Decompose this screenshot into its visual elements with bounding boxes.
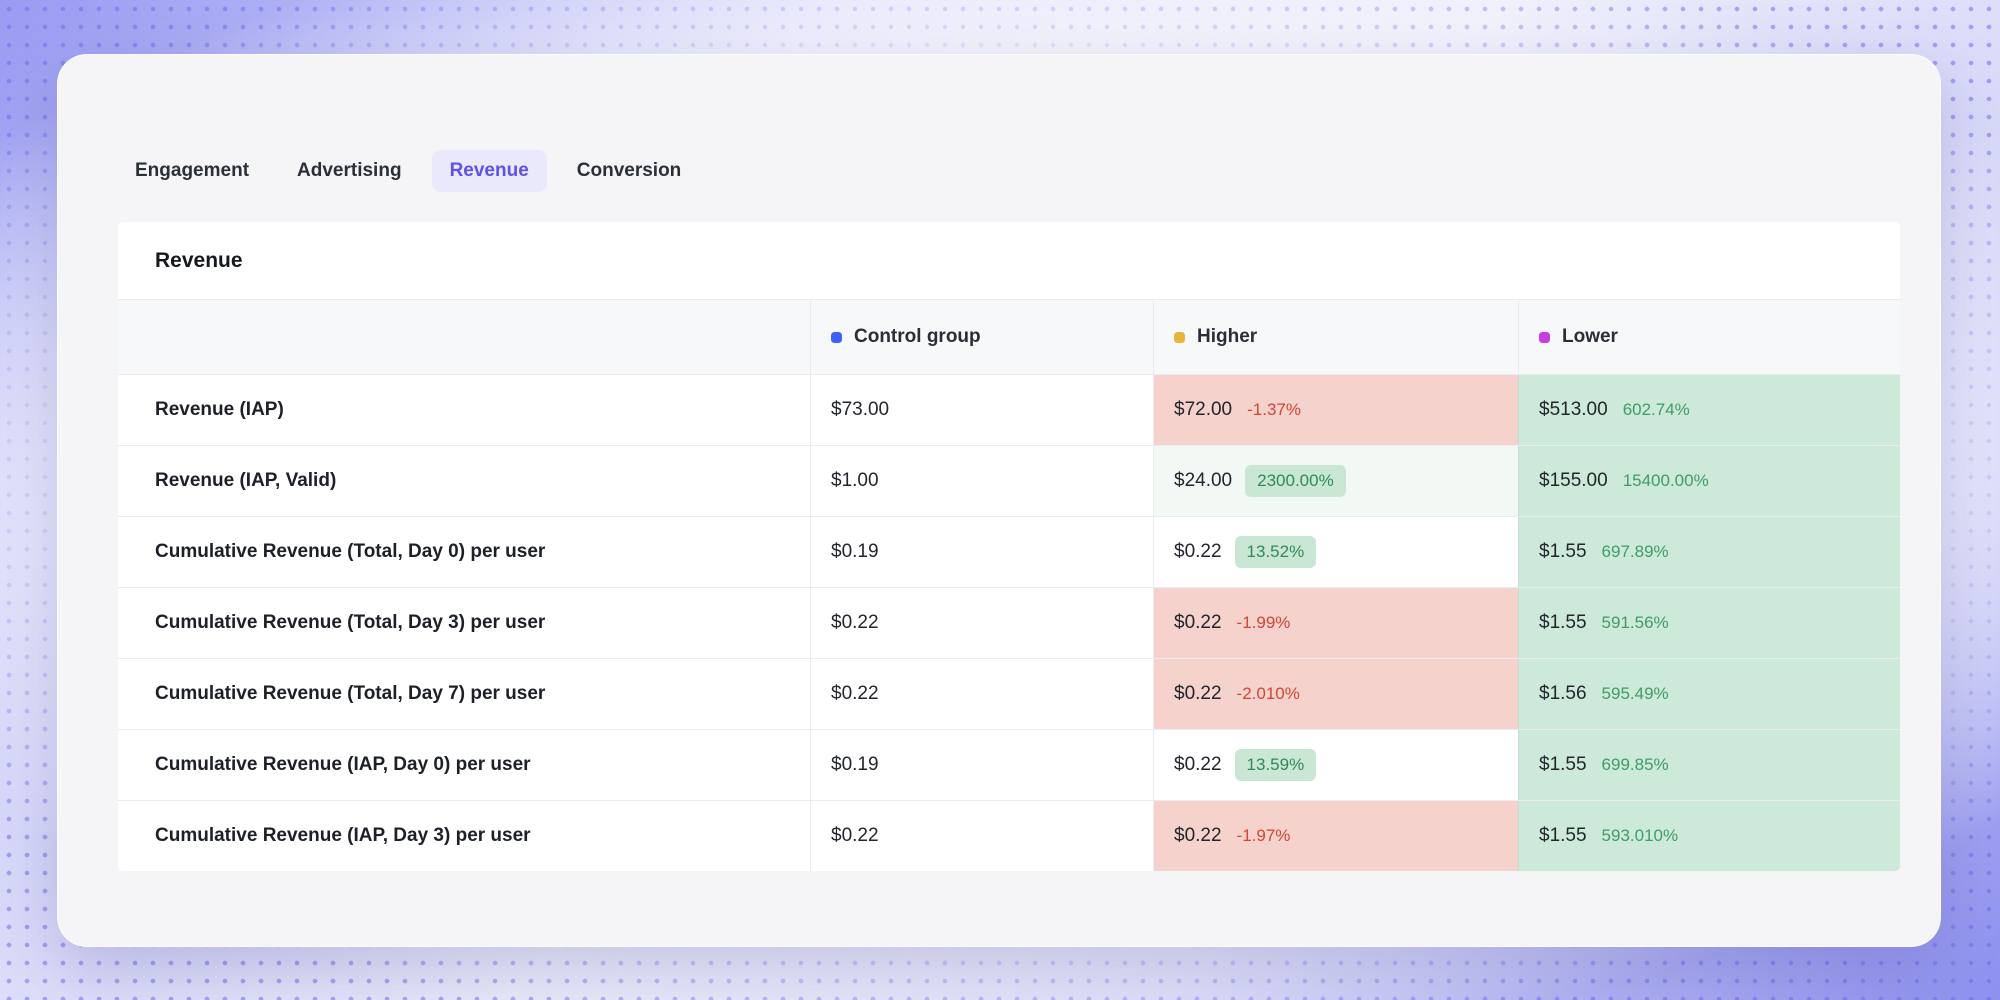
control-value-cell: $0.22 <box>810 588 1153 658</box>
lower-value: $1.55 <box>1539 541 1587 562</box>
dashboard-card: Engagement Advertising Revenue Conversio… <box>57 54 1941 947</box>
tab-advertising[interactable]: Advertising <box>297 160 402 181</box>
metric-label: Cumulative Revenue (Total, Day 3) per us… <box>155 612 546 633</box>
higher-value: $0.22 <box>1174 754 1222 775</box>
higher-value: $0.22 <box>1174 612 1222 633</box>
table-header-row: Control group Higher Lower <box>118 300 1900 374</box>
higher-value-cell: $72.00 -1.37% <box>1153 375 1518 445</box>
higher-change-badge: 13.59% <box>1234 749 1317 781</box>
column-header-label: Lower <box>1562 326 1618 347</box>
higher-value-cell: $0.22 13.52% <box>1153 517 1518 587</box>
column-header-control-group: Control group <box>810 300 1153 374</box>
control-value-cell: $73.00 <box>810 375 1153 445</box>
lower-value-cell: $1.55 593.010% <box>1518 801 1900 871</box>
tab-bar: Engagement Advertising Revenue Conversio… <box>117 150 1940 192</box>
panel-title: Revenue <box>118 222 1900 300</box>
lower-value: $1.55 <box>1539 754 1587 775</box>
higher-value-cell: $0.22 -1.99% <box>1153 588 1518 658</box>
tab-conversion[interactable]: Conversion <box>576 160 682 181</box>
metric-label: Cumulative Revenue (Total, Day 0) per us… <box>155 541 546 562</box>
higher-value-cell: $0.22 -1.97% <box>1153 801 1518 871</box>
column-header-empty <box>118 300 810 374</box>
metric-label: Revenue (IAP, Valid) <box>155 470 337 491</box>
control-group-dot-icon <box>831 331 842 343</box>
column-header-higher: Higher <box>1153 300 1518 374</box>
higher-value-cell: $24.00 2300.00% <box>1153 446 1518 516</box>
lower-change: 697.89% <box>1601 542 1669 561</box>
metric-label: Cumulative Revenue (Total, Day 7) per us… <box>155 683 546 704</box>
metric-label: Revenue (IAP) <box>155 399 284 420</box>
lower-change: 593.010% <box>1601 826 1679 845</box>
lower-value-cell: $155.00 15400.00% <box>1518 446 1900 516</box>
lower-value-cell: $513.00 602.74% <box>1518 375 1900 445</box>
higher-dot-icon <box>1174 331 1185 343</box>
table-row: Revenue (IAP, Valid) $1.00 $24.00 2300.0… <box>118 445 1900 516</box>
control-value: $1.00 <box>831 470 879 491</box>
column-header-label: Control group <box>854 326 981 347</box>
higher-change: -1.99% <box>1236 613 1291 632</box>
higher-value: $0.22 <box>1174 825 1222 846</box>
lower-value-cell: $1.55 591.56% <box>1518 588 1900 658</box>
metric-label: Cumulative Revenue (IAP, Day 3) per user <box>155 825 531 846</box>
higher-value: $72.00 <box>1174 399 1233 420</box>
lower-change: 15400.00% <box>1622 471 1709 490</box>
higher-value-cell: $0.22 -2.010% <box>1153 659 1518 729</box>
tab-revenue[interactable]: Revenue <box>431 150 547 192</box>
control-value: $0.22 <box>831 612 879 633</box>
higher-value: $24.00 <box>1174 470 1233 491</box>
higher-change: -2.010% <box>1236 684 1300 703</box>
lower-change: 595.49% <box>1601 684 1669 703</box>
lower-dot-icon <box>1539 331 1550 343</box>
tab-engagement[interactable]: Engagement <box>135 160 250 181</box>
table-row: Cumulative Revenue (Total, Day 7) per us… <box>118 658 1900 729</box>
control-value: $73.00 <box>831 399 890 420</box>
higher-value-cell: $0.22 13.59% <box>1153 730 1518 800</box>
control-value-cell: $0.19 <box>810 517 1153 587</box>
higher-value: $0.22 <box>1174 683 1222 704</box>
control-value-cell: $0.22 <box>810 659 1153 729</box>
column-header-lower: Lower <box>1518 300 1900 374</box>
control-value-cell: $0.19 <box>810 730 1153 800</box>
control-value-cell: $1.00 <box>810 446 1153 516</box>
table-row: Cumulative Revenue (Total, Day 3) per us… <box>118 587 1900 658</box>
control-value: $0.19 <box>831 541 879 562</box>
lower-value: $513.00 <box>1539 399 1608 420</box>
higher-change-badge: 13.52% <box>1234 536 1317 568</box>
control-value-cell: $0.22 <box>810 801 1153 871</box>
table-row: Revenue (IAP) $73.00 $72.00 -1.37% $513.… <box>118 374 1900 445</box>
higher-change: -1.37% <box>1247 400 1301 419</box>
higher-change-badge: 2300.00% <box>1245 465 1346 497</box>
lower-change: 602.74% <box>1622 400 1690 419</box>
lower-value-cell: $1.55 697.89% <box>1518 517 1900 587</box>
lower-value: $1.55 <box>1539 825 1587 846</box>
lower-change: 699.85% <box>1601 755 1669 774</box>
table-row: Cumulative Revenue (IAP, Day 0) per user… <box>118 729 1900 800</box>
revenue-panel: Revenue Control group Higher Lower Reven… <box>118 222 1900 871</box>
column-header-label: Higher <box>1197 326 1258 347</box>
lower-value-cell: $1.55 699.85% <box>1518 730 1900 800</box>
control-value: $0.22 <box>831 825 879 846</box>
lower-value: $1.56 <box>1539 683 1587 704</box>
higher-value: $0.22 <box>1174 541 1222 562</box>
table-row: Cumulative Revenue (Total, Day 0) per us… <box>118 516 1900 587</box>
lower-value: $155.00 <box>1539 470 1608 491</box>
table-row: Cumulative Revenue (IAP, Day 3) per user… <box>118 800 1900 871</box>
lower-value: $1.55 <box>1539 612 1587 633</box>
lower-change: 591.56% <box>1601 613 1669 632</box>
metric-label: Cumulative Revenue (IAP, Day 0) per user <box>155 754 531 775</box>
higher-change: -1.97% <box>1236 826 1291 845</box>
control-value: $0.22 <box>831 683 879 704</box>
lower-value-cell: $1.56 595.49% <box>1518 659 1900 729</box>
control-value: $0.19 <box>831 754 879 775</box>
